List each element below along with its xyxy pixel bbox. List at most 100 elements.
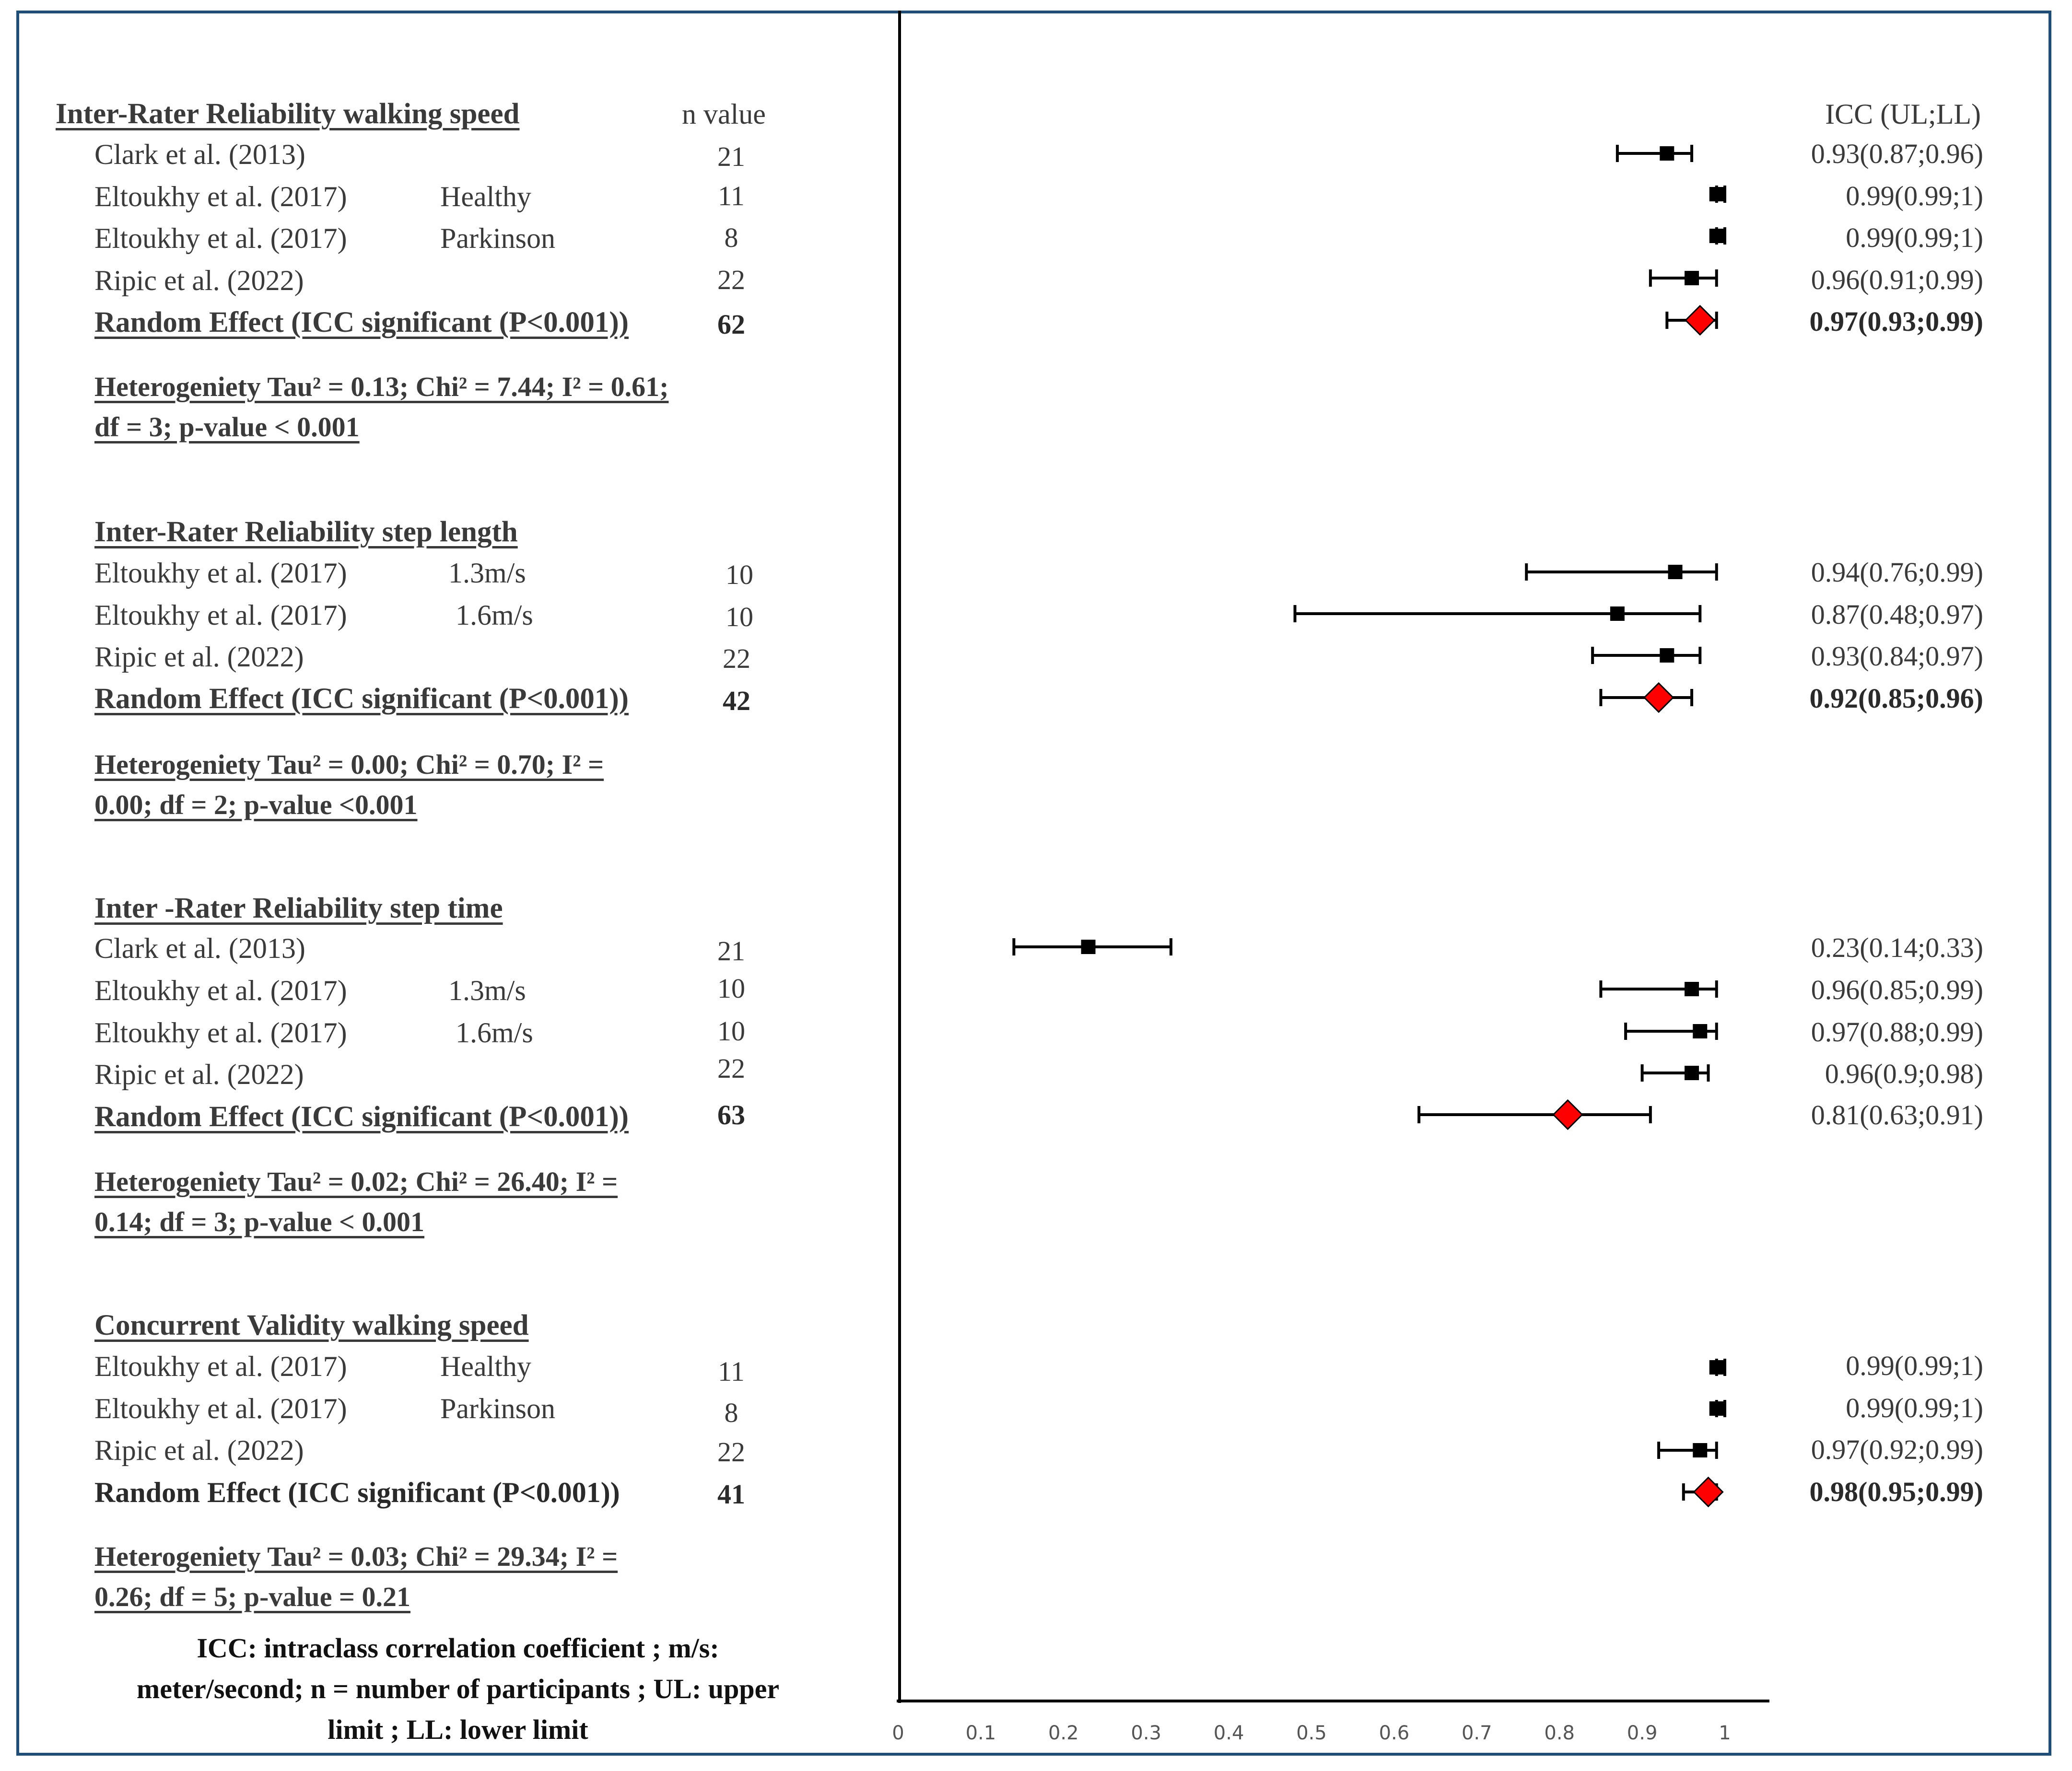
ci-label: 0.99(0.99;1) bbox=[1846, 222, 1983, 253]
study-estimate bbox=[1640, 1064, 1710, 1082]
study-label: Clark et al. (2013) bbox=[94, 932, 305, 964]
ci-label: 0.96(0.91;0.99) bbox=[1811, 264, 1983, 295]
heterogeneity-line: 0.26; df = 5; p-value = 0.21 bbox=[94, 1581, 410, 1612]
study-estimate bbox=[1012, 938, 1172, 955]
study-estimate bbox=[1525, 563, 1718, 581]
x-axis-ticks: 0 0.1 0.2 0.3 0.4 0.5 0.6 0.7 0.8 0.9 1 bbox=[892, 1722, 1731, 1744]
pooled-diamond bbox=[1643, 682, 1674, 713]
study-estimate bbox=[1624, 1023, 1718, 1040]
x-tick-label: 0.4 bbox=[1214, 1722, 1244, 1744]
heterogeneity-line: df = 3; p-value < 0.001 bbox=[94, 411, 360, 443]
group-title: Inter-Rater Reliability walking speed bbox=[56, 98, 520, 130]
ci-label: 0.93(0.84;0.97) bbox=[1811, 641, 1983, 672]
ci-label: 0.99(0.99;1) bbox=[1846, 180, 1983, 211]
heterogeneity-line: Heterogeniety Tau² = 0.03; Chi² = 29.34;… bbox=[94, 1541, 618, 1572]
n-value: 22 bbox=[717, 264, 745, 295]
ci-label: 0.93(0.87;0.96) bbox=[1811, 138, 1983, 169]
n-value: 21 bbox=[717, 141, 745, 172]
random-effect-label: Random Effect (ICC significant (P<0.001)… bbox=[94, 1477, 620, 1508]
pooled-diamond bbox=[1693, 1476, 1724, 1508]
group-title: Concurrent Validity walking speed bbox=[94, 1309, 529, 1341]
n-value: 11 bbox=[718, 180, 745, 211]
n-value: 11 bbox=[718, 1356, 745, 1387]
study-estimate bbox=[1615, 145, 1694, 162]
study-label: Ripic et al. (2022) bbox=[94, 1434, 304, 1466]
subgroup-label: Healthy bbox=[440, 181, 531, 212]
point-estimate bbox=[1668, 565, 1683, 579]
footnote-line: ICC: intraclass correlation coefficient … bbox=[197, 1632, 719, 1664]
ci-label: 0.97(0.88;0.99) bbox=[1811, 1016, 1983, 1048]
point-estimate bbox=[1081, 940, 1096, 954]
footnote-line: limit ; LL: lower limit bbox=[328, 1714, 588, 1745]
random-effect-label: Random Effect (ICC significant (P<0.001)… bbox=[94, 683, 629, 715]
point-estimate bbox=[1693, 1024, 1708, 1038]
pooled-diamond bbox=[1552, 1099, 1583, 1130]
subgroup-label: 1.6m/s bbox=[456, 599, 533, 631]
x-tick-label: 1 bbox=[1719, 1722, 1731, 1744]
n-value: 22 bbox=[717, 1436, 745, 1468]
n-value: 62 bbox=[717, 309, 745, 340]
n-value: 10 bbox=[726, 601, 753, 632]
pooled-estimate bbox=[1417, 1099, 1652, 1130]
study-label: Eltoukhy et al. (2017) bbox=[94, 599, 347, 631]
study-estimate bbox=[1709, 1359, 1726, 1376]
n-value: 10 bbox=[717, 973, 745, 1004]
ci-label: 0.94(0.76;0.99) bbox=[1811, 557, 1983, 588]
x-tick-label: 0.6 bbox=[1379, 1722, 1410, 1744]
ci-label: 0.87(0.48;0.97) bbox=[1811, 599, 1983, 630]
heterogeneity-line: Heterogeniety Tau² = 0.02; Chi² = 26.40;… bbox=[94, 1166, 618, 1197]
n-value-header: n value bbox=[682, 98, 766, 130]
study-label: Ripic et al. (2022) bbox=[94, 641, 304, 673]
n-value: 22 bbox=[717, 1053, 745, 1084]
study-label: Eltoukhy et al. (2017) bbox=[94, 975, 347, 1006]
x-tick-label: 0.9 bbox=[1627, 1722, 1658, 1744]
study-label: Clark et al. (2013) bbox=[94, 139, 305, 170]
pooled-estimate bbox=[1665, 304, 1718, 336]
study-label: Ripic et al. (2022) bbox=[94, 1059, 304, 1090]
point-estimate bbox=[1660, 648, 1674, 663]
ci-label: 0.99(0.99;1) bbox=[1846, 1392, 1983, 1423]
study-estimate bbox=[1293, 605, 1702, 622]
point-estimate bbox=[1709, 1360, 1724, 1375]
group-title: Inter -Rater Reliability step time bbox=[94, 892, 503, 924]
study-estimate bbox=[1709, 186, 1726, 203]
forest-marks bbox=[1012, 145, 1726, 1508]
x-tick-label: 0.5 bbox=[1296, 1722, 1327, 1744]
study-label: Eltoukhy et al. (2017) bbox=[94, 557, 347, 589]
n-value: 10 bbox=[726, 559, 753, 590]
ci-label: 0.81(0.63;0.91) bbox=[1811, 1099, 1983, 1130]
n-value: 42 bbox=[723, 685, 750, 716]
study-label: Ripic et al. (2022) bbox=[94, 265, 304, 296]
study-label: Eltoukhy et al. (2017) bbox=[94, 1017, 347, 1049]
random-effect-label: Random Effect (ICC significant (P<0.001)… bbox=[94, 306, 629, 338]
point-estimate bbox=[1685, 1066, 1699, 1080]
footnote-line: meter/second; n = number of participants… bbox=[136, 1673, 780, 1704]
study-estimate bbox=[1709, 227, 1726, 245]
ci-label: 0.96(0.85;0.99) bbox=[1811, 974, 1983, 1005]
study-estimate bbox=[1649, 269, 1718, 287]
study-label: Eltoukhy et al. (2017) bbox=[94, 222, 347, 254]
ci-label: 0.96(0.9;0.98) bbox=[1825, 1058, 1983, 1089]
ci-label: 0.97(0.92;0.99) bbox=[1811, 1434, 1983, 1465]
x-tick-label: 0.2 bbox=[1048, 1722, 1079, 1744]
n-value: 10 bbox=[717, 1015, 745, 1047]
n-value: 63 bbox=[717, 1099, 745, 1130]
pooled-diamond bbox=[1685, 304, 1716, 336]
point-estimate bbox=[1709, 229, 1724, 243]
subgroup-label: 1.3m/s bbox=[448, 557, 526, 589]
point-estimate bbox=[1685, 982, 1699, 996]
study-label: Eltoukhy et al. (2017) bbox=[94, 1351, 347, 1382]
study-estimate bbox=[1657, 1442, 1718, 1459]
study-estimate bbox=[1599, 980, 1718, 998]
subgroup-label: Parkinson bbox=[440, 1393, 555, 1424]
heterogeneity-line: 0.00; df = 2; p-value <0.001 bbox=[94, 789, 418, 820]
figure-frame bbox=[16, 11, 2051, 1756]
ci-label: 0.98(0.95;0.99) bbox=[1809, 1476, 1983, 1507]
point-estimate bbox=[1610, 606, 1625, 621]
x-tick-label: 0.7 bbox=[1462, 1722, 1492, 1744]
study-estimate bbox=[1591, 647, 1702, 664]
n-value: 8 bbox=[724, 1397, 738, 1428]
pooled-estimate bbox=[1599, 682, 1694, 713]
n-value: 21 bbox=[717, 935, 745, 967]
subgroup-label: 1.3m/s bbox=[448, 975, 526, 1006]
